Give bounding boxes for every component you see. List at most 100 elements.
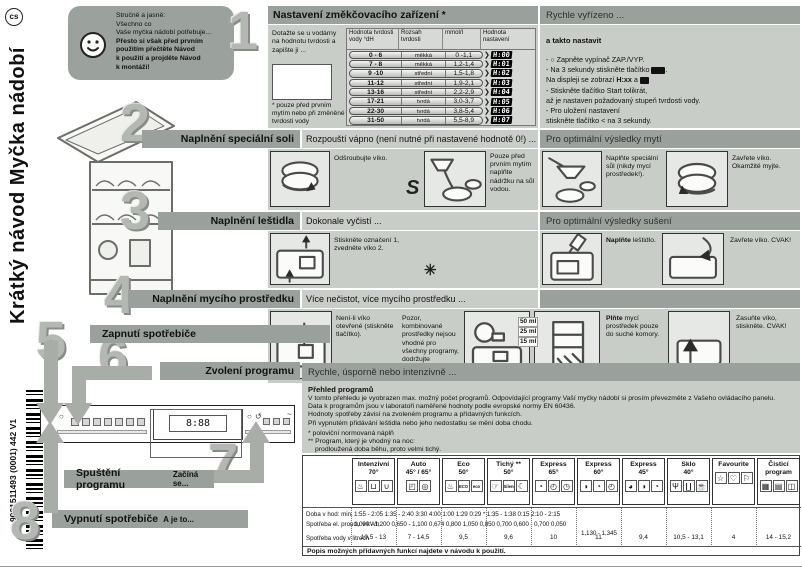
chevron-icon: ❯	[484, 98, 490, 106]
salt-funnel-caption: Naplňte speciální sůl (nikdy mycí prostř…	[606, 155, 659, 179]
column-separator	[711, 508, 712, 547]
clock3-icon: ◕	[624, 479, 637, 492]
heart-icon: ♡	[727, 472, 740, 484]
setting-badge: H:06	[490, 107, 513, 116]
eco-small-badge: eco	[470, 479, 483, 492]
overview-paragraph: Při vypnutém přidávání leštidla nebo jeh…	[308, 419, 533, 427]
hardness-row: 31-50 tvrdá 5,5-8,9 ❯ H:07	[347, 116, 535, 125]
step2-title: Naplnění speciální soli	[180, 133, 294, 145]
step1-note: Dotažte se u vodárny na hodnotu tvrdosti…	[272, 30, 337, 54]
program-name: Tichý **	[496, 461, 521, 468]
energy-values-extra: 1,130 - 1,345	[581, 530, 617, 537]
program-name: Sklo	[681, 461, 696, 468]
overview-footnote: prodloužená doba běhu, proto velmi tichý…	[315, 446, 442, 454]
program-temp: 45° / 65°	[405, 469, 432, 476]
program-button	[126, 418, 134, 426]
chevron-icon: ❯	[484, 89, 490, 97]
program-column-4: Tichý **50° ☞Silence☾	[487, 458, 530, 505]
salt-cap-close-panel	[666, 151, 728, 207]
hardness-pill: 0 - 6 měkká 0 -1,1	[349, 50, 483, 59]
hardness-write-in-box	[272, 64, 332, 100]
duration-label: Doba v hod: min.	[306, 511, 353, 518]
power-icon: ○	[550, 56, 555, 64]
clock2-icon: ◑	[579, 479, 592, 492]
program-name: Eco	[457, 461, 470, 468]
overview-paragraphs: V tomto přehledu je vyobrazen max. možný…	[308, 395, 796, 428]
program-temp: 50°	[458, 469, 469, 476]
step2-right-content: Naplňte speciální sůl (nikdy mycí prostř…	[540, 149, 800, 210]
hardness-row: 13-16 střední 2,2-2,9 ❯ H:04	[347, 88, 535, 97]
column-separator	[486, 508, 487, 547]
mmol-value: 2,2-2,9	[444, 89, 482, 96]
step5-title: Zapnutí spotřebiče	[102, 328, 196, 340]
mmol-value: 0 -1,1	[444, 51, 482, 59]
hardness-pill: 31-50 tvrdá 5,5-8,9	[349, 116, 483, 125]
program-column-10: Čisticí program ▦ ▤ ◫	[757, 458, 800, 505]
sparkle-icon: ✳	[424, 262, 437, 279]
moon-icon: ☾	[515, 479, 528, 492]
timer2-icon: ◷	[560, 479, 573, 492]
program-icons: ◰ ◎	[398, 479, 439, 492]
hand-icon: ☞	[489, 479, 502, 492]
program-temp: 60°	[593, 469, 604, 476]
column-separator	[576, 508, 577, 547]
water-value: 9,6	[504, 534, 513, 541]
intro-bold-line: k použití a projděte Návod	[116, 54, 201, 62]
machine-icon: ▦	[759, 479, 772, 492]
salt-symbol: S	[406, 177, 420, 199]
program-icons: ◑ ◔ ◴	[578, 479, 619, 492]
button-strip-left	[57, 430, 147, 434]
step4-right-header	[540, 290, 800, 308]
instruction-line: - ○ Zapněte vypínač ZAP./VYP.	[546, 55, 645, 64]
step3-title: Naplnění leštidla	[210, 215, 294, 227]
display-window: 8:88	[153, 409, 243, 440]
program-icons: ☞Silence☾	[488, 479, 529, 492]
hardness-pill: 9 -10 střední 1,5-1,8	[349, 69, 483, 78]
pipe-step7-arm	[214, 470, 264, 483]
hardness-pill: 11-12 střední 1,9-2,1	[349, 78, 483, 88]
program-temp: 50°	[503, 469, 514, 476]
door-icon: ◫	[785, 479, 798, 492]
rinse-aid-close-caption: Zavřete víko. CVAK!	[730, 237, 792, 244]
salt-water-fill-panel	[424, 151, 486, 207]
setting-badge: H:03	[490, 78, 513, 87]
program-name: Express	[585, 461, 612, 468]
column-separator	[621, 508, 622, 547]
pot-icon: ♨	[444, 479, 457, 492]
mmol-value: 3,8-5,4	[444, 107, 482, 115]
range-value: tvrdá	[401, 107, 444, 115]
program-name: Čisticí	[768, 461, 789, 468]
step7-title-bar: Spuštění programu Začíná se...	[64, 467, 214, 491]
setting-badge: H:05	[490, 97, 513, 106]
setting-badge: H:04	[490, 88, 513, 97]
overview-band	[302, 382, 800, 453]
salt-water-fill-caption: Pouze před prvním mytím naplňte nádržku …	[490, 153, 535, 193]
water-value: 14 - 15,2	[765, 534, 792, 541]
column-separator	[666, 508, 667, 547]
hardness-row: 11-12 střední 1,9-2,1 ❯ H:03	[347, 78, 535, 88]
detergent-open-caption: Není-li víko otevřené (stiskněte tlačítk…	[336, 315, 394, 339]
hardness-pill: 17-21 tvrdá 3,0-3,7	[349, 97, 483, 106]
lcd-display: 8:88	[169, 415, 227, 432]
water-value: 4	[731, 534, 736, 541]
chevron-icon: ❯	[484, 108, 490, 116]
display-badge	[639, 77, 649, 84]
intro-bold-line: k montáži!	[116, 63, 150, 71]
energy-values: 1,090 - 1,200 0,650 - 1,100 0,674 0,800 …	[354, 521, 567, 528]
program-button	[93, 418, 101, 426]
water-values: 10,5 - 13 7 - 14,5 9,5 9,6 10 11 9,4 10,5 - 13,…	[351, 534, 801, 541]
water-value: 10,5 - 13	[360, 534, 387, 541]
intro-bold-line: Přesto si však před prvním	[116, 37, 203, 45]
step1-right-header: Rychle vyřízeno ...	[540, 6, 800, 24]
range-value: měkká	[401, 51, 444, 59]
pipe-step8	[44, 443, 58, 513]
program-column-6: Express 60° ◑ ◔ ◴	[577, 458, 620, 505]
clock1-icon: ◔	[534, 479, 547, 492]
salt-cap-close-caption: Zavřete víko. Okamžitě myjte.	[732, 155, 781, 171]
range-value: tvrdá	[401, 117, 444, 124]
table-footer: Popis možných přídavných funkcí najdete …	[303, 546, 801, 557]
step3-content: Stiskněte označení 1, zvedněte víko 2. ✳	[268, 231, 538, 288]
col-header-range: Rozsah tvrdosti	[399, 29, 443, 49]
overview-title: Přehled programů	[308, 385, 374, 394]
program-table: Intenzivní 70° ♨ ⊔ ∪ Auto 45° / 65° ◰ ◎ Eco 50° ♨ EC…	[302, 455, 801, 557]
